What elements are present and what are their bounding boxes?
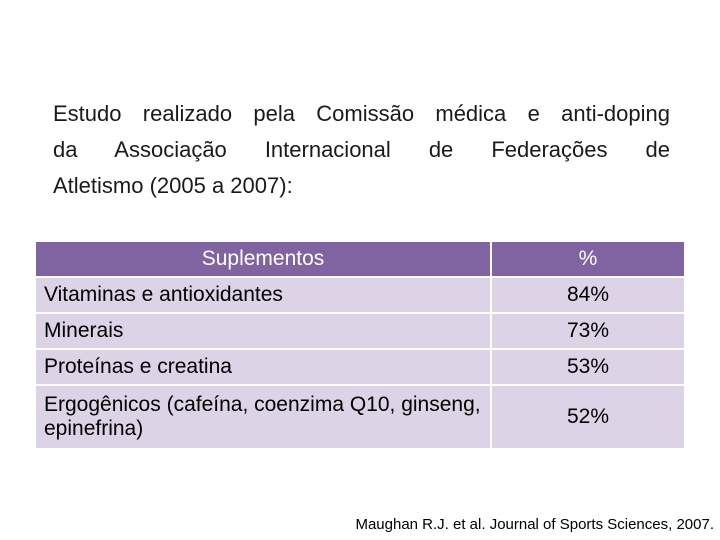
header-percent: %: [491, 242, 686, 278]
table-row: Proteínas e creatina 53%: [36, 349, 686, 386]
row-value: 73%: [491, 313, 686, 350]
intro-line-2: da Associação Internacional de Federaçõe…: [53, 137, 670, 162]
intro-line-3: Atletismo (2005 a 2007):: [53, 173, 293, 198]
intro-paragraph: Estudo realizado pela Comissão médica e …: [53, 96, 670, 204]
table-row: Minerais 73%: [36, 313, 686, 350]
row-value: 53%: [491, 349, 686, 386]
table-row: Ergogênicos (cafeína, coenzima Q10, gins…: [36, 385, 686, 450]
row-value: 52%: [491, 385, 686, 450]
row-item: Ergogênicos (cafeína, coenzima Q10, gins…: [36, 385, 492, 450]
table-row: Vitaminas e antioxidantes 84%: [36, 277, 686, 314]
row-item: Proteínas e creatina: [36, 349, 492, 386]
row-value: 84%: [491, 277, 686, 314]
source-citation: Maughan R.J. et al. Journal of Sports Sc…: [355, 516, 714, 533]
header-supplements: Suplementos: [36, 242, 492, 278]
table-header-row: Suplementos %: [36, 242, 686, 278]
row-item: Vitaminas e antioxidantes: [36, 277, 492, 314]
row-item: Minerais: [36, 313, 492, 350]
supplements-table: Suplementos % Vitaminas e antioxidantes …: [36, 242, 686, 450]
intro-line-1: Estudo realizado pela Comissão médica e …: [53, 101, 670, 126]
